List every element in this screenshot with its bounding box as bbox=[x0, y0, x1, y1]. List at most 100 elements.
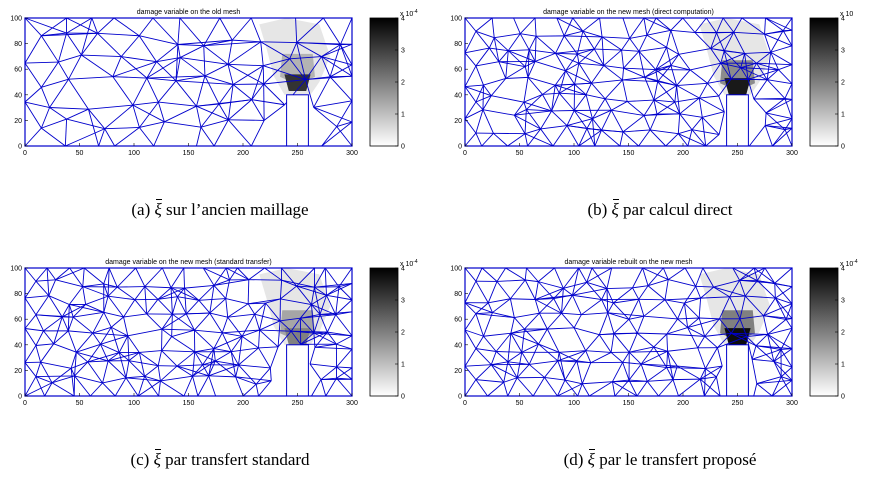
mesh-edge bbox=[572, 288, 608, 296]
mesh-edge bbox=[745, 295, 776, 299]
mesh-edge bbox=[221, 332, 232, 352]
mesh-edge bbox=[265, 302, 281, 322]
mesh-edge bbox=[678, 48, 711, 55]
mesh-edge bbox=[674, 97, 700, 103]
mesh-edge bbox=[116, 286, 136, 301]
caption-text: par calcul direct bbox=[623, 200, 733, 219]
colorbar-tick-label: 3 bbox=[841, 48, 845, 55]
mesh-edge bbox=[475, 95, 492, 103]
mesh-edge bbox=[756, 267, 766, 281]
mesh-edge bbox=[607, 312, 644, 317]
mesh-edge bbox=[773, 361, 793, 368]
mesh-edge bbox=[719, 296, 731, 319]
mesh-edge bbox=[782, 17, 793, 31]
x-tick-label: 0 bbox=[23, 150, 27, 157]
mesh-edge bbox=[527, 77, 543, 95]
mesh-edge bbox=[578, 63, 592, 84]
mesh-edge bbox=[544, 376, 566, 381]
mesh-edge bbox=[336, 335, 353, 345]
mesh-edge bbox=[218, 84, 234, 105]
mesh-edge bbox=[139, 350, 162, 353]
mesh-edge bbox=[534, 281, 539, 300]
mesh-edge bbox=[175, 80, 234, 85]
mesh-edge bbox=[690, 62, 721, 71]
colorbar-exponent: x 10-4 bbox=[400, 259, 418, 268]
mesh-edge bbox=[606, 288, 609, 313]
mesh-edge bbox=[132, 101, 159, 106]
mesh-edge bbox=[556, 17, 565, 37]
mesh-edge bbox=[707, 62, 722, 84]
mesh-edge bbox=[555, 35, 565, 54]
mesh-edge bbox=[194, 329, 223, 334]
mesh-edge bbox=[475, 348, 497, 352]
mesh-edge bbox=[756, 62, 768, 80]
mesh-edge bbox=[744, 295, 764, 317]
mesh-edge bbox=[622, 76, 645, 81]
mesh-edge bbox=[66, 108, 89, 120]
mesh-edge bbox=[577, 48, 595, 55]
mesh-edge bbox=[107, 295, 124, 318]
mesh-edge bbox=[529, 360, 558, 365]
mesh-edge bbox=[771, 379, 793, 397]
mesh-edge bbox=[74, 361, 89, 377]
mesh-edge bbox=[335, 311, 353, 316]
mesh-edge bbox=[55, 279, 83, 288]
mesh-edge bbox=[766, 52, 772, 80]
mesh-edge bbox=[76, 351, 89, 363]
mesh-edge bbox=[194, 329, 215, 349]
mesh-edge bbox=[772, 129, 786, 147]
mesh-edge bbox=[540, 125, 568, 130]
mesh-edge bbox=[636, 381, 648, 397]
mesh-edge bbox=[35, 362, 42, 377]
mesh-edge bbox=[622, 68, 625, 80]
mesh-edge bbox=[218, 103, 229, 121]
mesh-edge bbox=[647, 267, 664, 287]
mesh-edge bbox=[716, 365, 723, 378]
mesh-edge bbox=[593, 36, 603, 50]
mesh-edge bbox=[202, 364, 210, 377]
mesh-edge bbox=[226, 267, 250, 281]
mesh-edge bbox=[573, 327, 587, 351]
mesh-edge bbox=[338, 286, 353, 301]
mesh-edge bbox=[731, 332, 757, 347]
mesh-edge bbox=[231, 347, 259, 353]
mesh-edge bbox=[606, 267, 613, 289]
mesh-edge bbox=[540, 128, 554, 147]
mesh-edge bbox=[542, 94, 552, 112]
mesh-edge bbox=[113, 17, 140, 37]
mesh-edge bbox=[683, 303, 689, 328]
mesh-edge bbox=[707, 82, 720, 97]
mesh-edge bbox=[564, 360, 578, 381]
mesh-edge bbox=[503, 377, 518, 383]
colorbar-tick-label: 4 bbox=[401, 16, 405, 23]
mesh-edge bbox=[49, 107, 89, 110]
mesh-edge bbox=[670, 29, 696, 33]
mesh-edge bbox=[235, 376, 257, 385]
y-tick-label: 100 bbox=[10, 266, 22, 273]
mesh-edge bbox=[765, 118, 793, 126]
mesh-edge bbox=[751, 345, 757, 360]
mesh-edge bbox=[674, 101, 681, 115]
mesh-edge bbox=[713, 279, 740, 288]
mesh-edge bbox=[260, 41, 290, 60]
mesh-edge bbox=[772, 127, 793, 147]
mesh-edge bbox=[684, 286, 697, 304]
mesh-edge bbox=[528, 49, 536, 62]
mesh-edge bbox=[763, 315, 793, 320]
mesh-edge bbox=[628, 319, 638, 334]
mesh-edge bbox=[496, 267, 507, 282]
mesh-edge bbox=[53, 316, 63, 344]
mesh-edge bbox=[713, 286, 746, 297]
mesh-edge bbox=[314, 267, 326, 288]
mesh-edge bbox=[576, 54, 580, 64]
mesh-edge bbox=[699, 317, 720, 320]
mesh-edge bbox=[697, 336, 706, 349]
mesh-edge bbox=[586, 281, 602, 300]
caption-symbol: ξ bbox=[587, 449, 596, 469]
mesh-edge bbox=[701, 117, 720, 135]
mesh-edge bbox=[653, 81, 659, 101]
mesh-edge bbox=[296, 42, 307, 80]
mesh-edge bbox=[24, 101, 50, 108]
mesh-edge bbox=[739, 318, 748, 337]
mesh-edge bbox=[786, 318, 793, 320]
